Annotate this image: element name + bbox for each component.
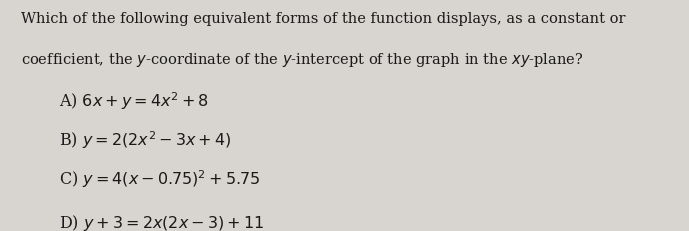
Text: coefficient, the $y$-coordinate of the $y$-intercept of the graph in the $xy$-pl: coefficient, the $y$-coordinate of the $… xyxy=(21,51,583,69)
Text: C) $y = 4(x - 0.75)^2 + 5.75$: C) $y = 4(x - 0.75)^2 + 5.75$ xyxy=(59,169,260,190)
Text: D) $y + 3 = 2x(2x - 3) + 11$: D) $y + 3 = 2x(2x - 3) + 11$ xyxy=(59,213,264,231)
Text: A) $6x + y = 4x^2 + 8$: A) $6x + y = 4x^2 + 8$ xyxy=(59,90,209,112)
Text: B) $y = 2(2x^2 - 3x + 4)$: B) $y = 2(2x^2 - 3x + 4)$ xyxy=(59,129,231,151)
Text: Which of the following equivalent forms of the function displays, as a constant : Which of the following equivalent forms … xyxy=(21,12,625,26)
